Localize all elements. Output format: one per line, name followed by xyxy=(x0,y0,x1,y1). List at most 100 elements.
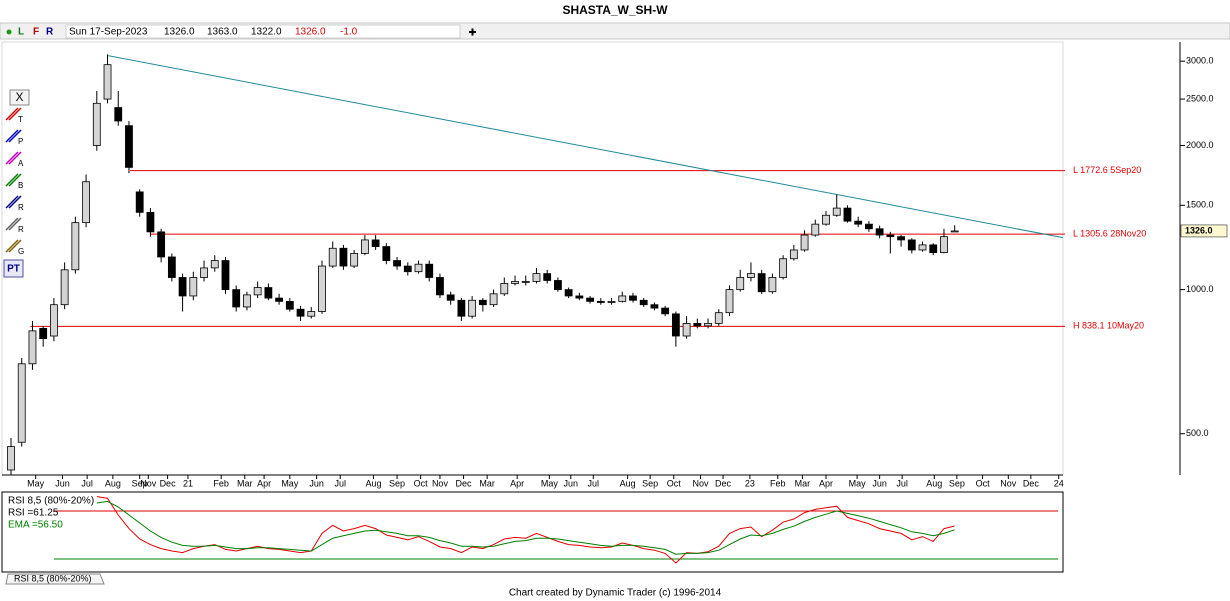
close-tool-button[interactable] xyxy=(9,89,30,106)
candle-body xyxy=(929,244,938,253)
level-label: L 1772.6 5Sep20 xyxy=(1073,165,1141,175)
x-tick-label: Oct xyxy=(667,478,682,488)
x-tick-label: May xyxy=(541,478,559,488)
candle-body xyxy=(393,260,401,267)
tool-icon[interactable] xyxy=(5,239,22,253)
tool-icon[interactable] xyxy=(5,217,22,231)
candle-body xyxy=(60,269,69,306)
candle-body xyxy=(564,289,573,297)
legend-entry: EMA =56.50 xyxy=(8,520,63,531)
y-tick-label: 3000.0 xyxy=(1186,56,1214,66)
candle-body xyxy=(800,234,809,251)
candle-body xyxy=(940,236,948,253)
x-tick-label: Oct xyxy=(976,478,991,488)
x-tick-label: Aug xyxy=(365,478,381,488)
x-tick-label: Mar xyxy=(237,478,253,488)
candle-body xyxy=(157,231,166,258)
x-tick-label: May xyxy=(281,478,299,488)
candle-body xyxy=(607,300,616,303)
pt-button[interactable] xyxy=(3,259,24,278)
tool-label: G xyxy=(18,247,24,256)
candle-body xyxy=(135,191,144,213)
x-tick-label: Sep xyxy=(642,478,658,488)
x-tick-label: Nov xyxy=(693,478,710,488)
quote-open: 1326.0 xyxy=(164,27,195,38)
rsi-line xyxy=(96,496,955,564)
x-tick-label: Sep xyxy=(949,478,965,488)
candle-body xyxy=(747,273,755,278)
y-tick-label: 1000.0 xyxy=(1186,284,1214,294)
add-button[interactable] xyxy=(469,28,476,36)
candle-body xyxy=(7,446,15,471)
candle-body xyxy=(832,207,841,216)
toolbar-button[interactable]: R xyxy=(46,27,54,38)
x-tick-label: May xyxy=(849,478,867,488)
candle-body xyxy=(478,299,487,306)
candle-body xyxy=(436,277,444,296)
candle-body xyxy=(639,299,648,306)
tool-label: A xyxy=(18,159,24,168)
candle-body xyxy=(554,280,562,291)
candle-body xyxy=(92,102,101,146)
candle-body xyxy=(71,222,80,271)
candle-body xyxy=(629,295,637,301)
candle-body xyxy=(146,211,155,233)
x-tick-label: Jun xyxy=(872,478,887,488)
candle-body xyxy=(532,273,541,282)
rsi-line xyxy=(96,500,955,555)
candle-body xyxy=(586,297,594,302)
tool-label: P xyxy=(18,137,23,146)
candle-body xyxy=(704,323,712,327)
candle-body xyxy=(521,281,530,283)
tool-label: B xyxy=(18,181,23,190)
status-dot xyxy=(6,29,12,35)
candle-body xyxy=(843,207,852,222)
candle-body xyxy=(253,287,262,296)
quote-date: Sun 17-Sep-2023 xyxy=(69,27,148,38)
x-tick-label: Jun xyxy=(55,478,70,488)
tool-icon[interactable] xyxy=(5,129,22,143)
candle-body xyxy=(414,263,423,273)
candle-body xyxy=(339,247,348,267)
x-tick-label: Nov xyxy=(140,478,157,488)
tool-icon[interactable] xyxy=(5,173,22,187)
candle-body xyxy=(221,260,230,291)
candle-body xyxy=(114,107,123,122)
candle-body xyxy=(296,308,305,317)
rsi-tab[interactable] xyxy=(5,573,105,585)
x-tick-label: Dec xyxy=(715,478,732,488)
pt-label: PT xyxy=(7,264,20,275)
x-tick-label: Apr xyxy=(819,478,833,488)
candle-body xyxy=(446,294,455,301)
candle-body xyxy=(285,300,294,310)
toolbar-button[interactable]: L xyxy=(18,27,24,38)
candle-body xyxy=(178,277,187,297)
level-label: L 1305.6 28Nov20 xyxy=(1073,229,1146,239)
candle-body xyxy=(125,125,133,168)
candle-body xyxy=(275,297,283,302)
candle-body xyxy=(371,239,380,247)
candle-body xyxy=(167,256,176,278)
tool-icon[interactable] xyxy=(5,195,22,209)
candle-body xyxy=(17,363,26,443)
candle-body xyxy=(725,289,734,314)
candle-body xyxy=(200,267,208,278)
candle-body xyxy=(907,239,916,251)
x-tick-label: Dec xyxy=(1023,478,1040,488)
tool-icon[interactable] xyxy=(5,151,22,165)
legend-entry: RSI =61.25 xyxy=(8,508,59,519)
quote-low: 1322.0 xyxy=(251,27,282,38)
x-tick-label: Jun xyxy=(309,478,324,488)
tool-icon[interactable] xyxy=(5,107,22,121)
candle-body xyxy=(682,323,691,337)
candle-body xyxy=(918,244,927,251)
candle-body xyxy=(950,230,959,233)
candle-body xyxy=(328,247,337,267)
candle-body xyxy=(307,311,316,317)
quote-box xyxy=(65,24,461,39)
candle-body xyxy=(360,239,369,254)
x-tick-label: Sep xyxy=(132,478,148,488)
chart-title: SHASTA_W_SH-W xyxy=(562,3,668,17)
toolbar-button[interactable]: F xyxy=(33,27,39,38)
